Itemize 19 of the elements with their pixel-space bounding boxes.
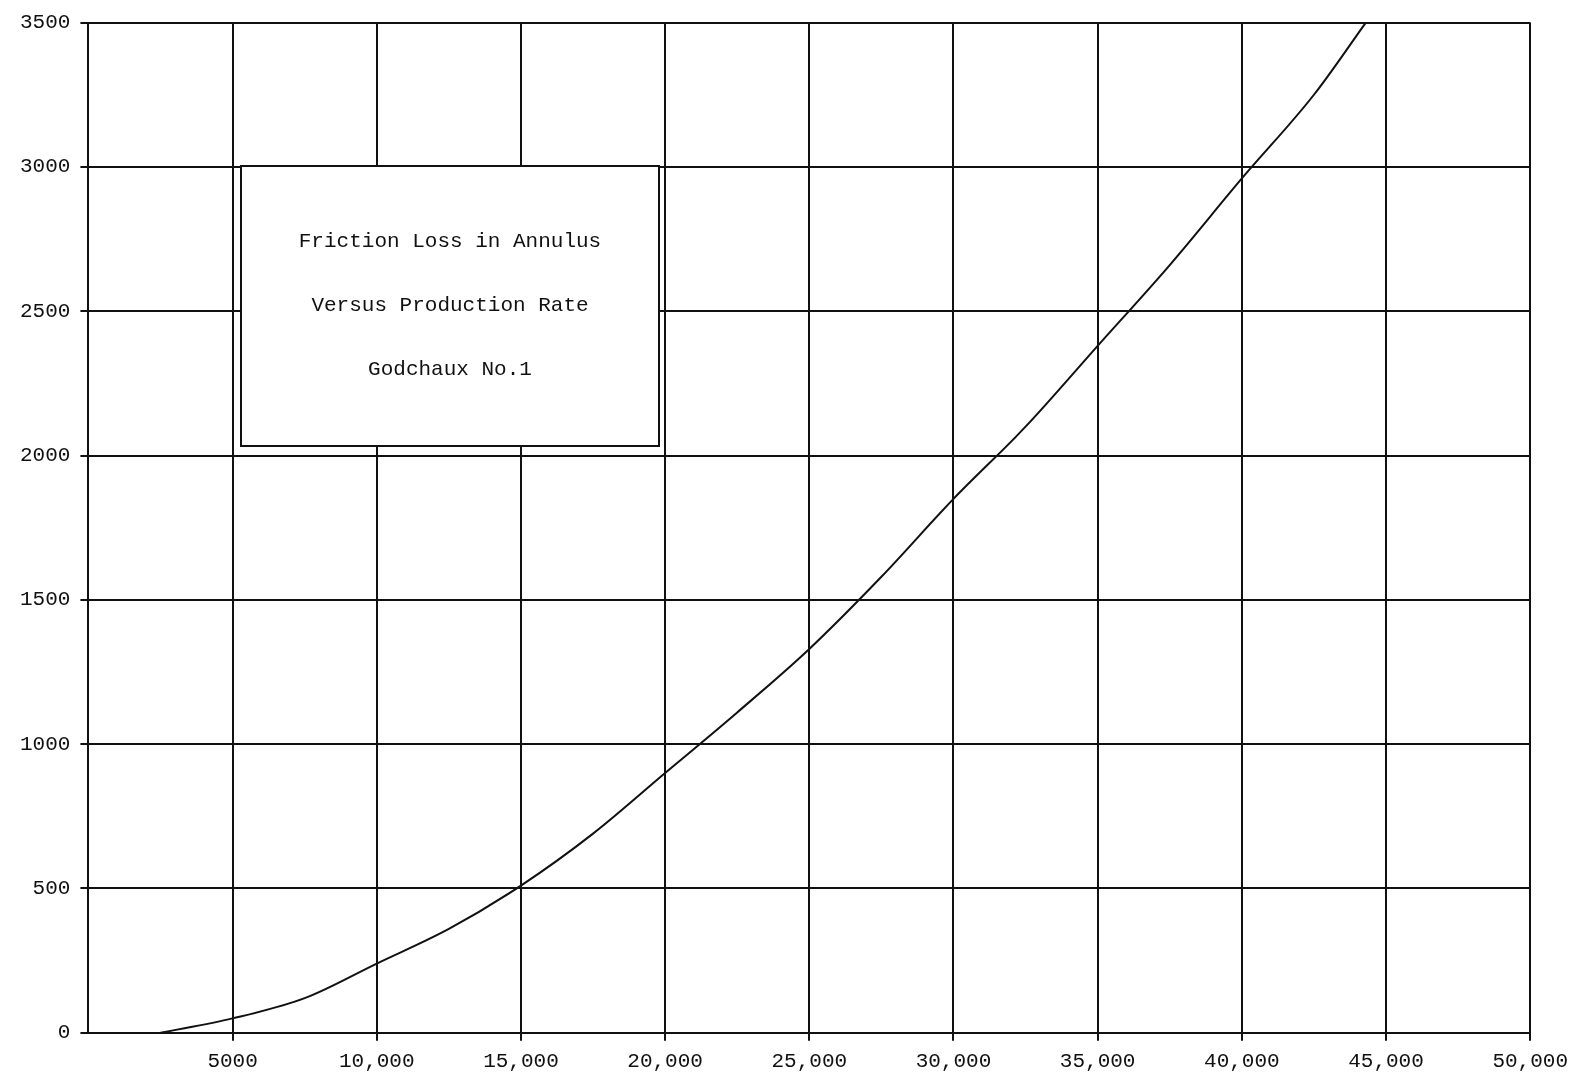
y-tick-label: 1000 (19, 732, 71, 756)
y-tick-label: 2500 (19, 299, 71, 323)
x-tick-label: 5000 (207, 1049, 258, 1073)
x-tick-label: 20,000 (627, 1049, 703, 1073)
x-tick-label: 45,000 (1348, 1049, 1424, 1073)
y-tick-label: 3000 (19, 155, 71, 179)
x-tick-label: 15,000 (483, 1049, 559, 1073)
x-tick-label: 35,000 (1059, 1049, 1136, 1073)
x-tick-label: 25,000 (771, 1049, 848, 1073)
y-tick-label: 2000 (19, 444, 71, 468)
y-tick-label: 0 (57, 1021, 71, 1045)
x-tick-label: 30,000 (915, 1049, 992, 1073)
x-tick-label: 50,000 (1492, 1049, 1569, 1073)
y-tick-label: 1500 (19, 588, 71, 612)
x-tick-label: 40,000 (1204, 1049, 1280, 1073)
y-tick-label: 500 (32, 877, 71, 901)
x-tick-label: 10,000 (338, 1049, 415, 1073)
y-tick-label: 3500 (19, 11, 71, 35)
title-box: Friction Loss in Annulus Versus Production Rate Godchaux No.1 (240, 165, 660, 447)
